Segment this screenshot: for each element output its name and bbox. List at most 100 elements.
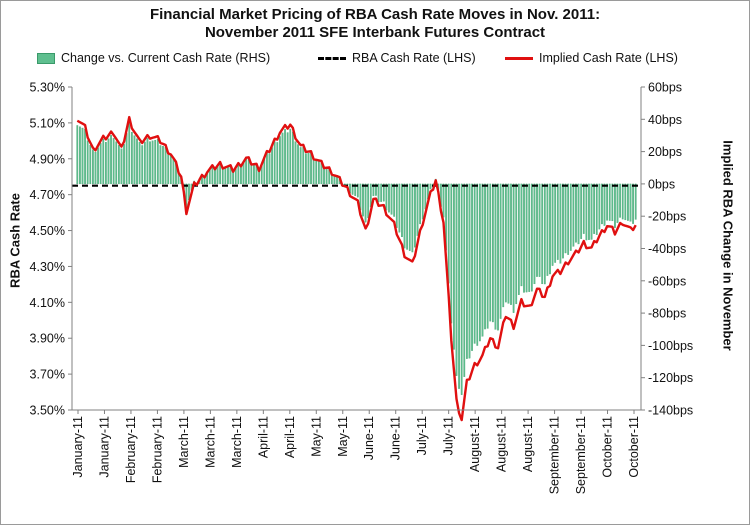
legend-label-implied: Implied Cash Rate (LHS) — [539, 51, 678, 65]
bar — [499, 183, 502, 319]
bar — [504, 183, 507, 303]
bar — [240, 166, 242, 185]
bar — [585, 183, 588, 241]
bar — [382, 183, 385, 202]
left-axis-ticks: 3.50% 3.70% 3.90% 4.10% 4.30% 4.50% 4.70% 4.90%… — [30, 81, 72, 418]
bar — [112, 138, 115, 185]
bar — [105, 142, 107, 185]
bar — [133, 135, 136, 185]
bar — [99, 143, 102, 185]
bar — [564, 183, 567, 254]
bar — [92, 149, 94, 185]
left-tick-label: 3.90% — [30, 332, 65, 346]
right-tick-label: -120bps — [648, 371, 693, 385]
bar — [97, 147, 99, 185]
chart-legend: Change vs. Current Cash Rate (RHS) RBA C… — [0, 51, 750, 69]
left-tick-label: 3.70% — [30, 368, 65, 382]
bar — [224, 167, 227, 185]
bar — [102, 138, 105, 185]
bar — [595, 183, 598, 235]
bar — [315, 160, 318, 185]
bar — [294, 141, 297, 185]
x-tick-label: April-11 — [283, 416, 297, 458]
legend-swatch-dashed — [318, 56, 346, 60]
bar — [356, 183, 359, 198]
bar — [284, 129, 286, 185]
bar — [533, 183, 536, 285]
bar — [325, 167, 328, 185]
bar — [616, 183, 619, 223]
right-tick-label: -100bps — [648, 339, 693, 353]
bar — [632, 183, 634, 224]
bar — [577, 183, 580, 245]
legend-swatch-line — [505, 56, 533, 60]
bar — [94, 151, 97, 185]
bar — [424, 183, 427, 210]
bar — [463, 183, 466, 377]
bar — [273, 141, 276, 185]
bar — [408, 183, 411, 251]
bar — [455, 183, 458, 376]
bar — [624, 183, 627, 221]
bar — [419, 183, 422, 225]
bar — [388, 183, 390, 213]
bar — [263, 158, 266, 185]
bar — [304, 153, 307, 185]
bar — [141, 145, 144, 185]
right-tick-label: 20bps — [648, 145, 682, 159]
bar — [546, 183, 549, 276]
bar — [447, 183, 450, 284]
bar — [569, 183, 572, 251]
bar — [580, 183, 583, 239]
bar — [582, 183, 585, 234]
bar — [167, 154, 170, 185]
bar — [520, 183, 523, 287]
bar — [289, 128, 292, 185]
legend-swatch-bar — [37, 52, 55, 64]
bar — [466, 183, 468, 359]
x-tick-label: May-11 — [336, 416, 350, 457]
bar — [395, 183, 398, 228]
x-tick-label: April-11 — [256, 416, 270, 458]
left-tick-label: 4.10% — [30, 296, 65, 310]
bar — [253, 164, 255, 185]
bar — [266, 152, 268, 185]
bar — [268, 153, 271, 185]
bar — [245, 158, 247, 185]
bar — [507, 183, 510, 304]
bar — [164, 147, 167, 185]
bar — [214, 168, 216, 185]
bar — [453, 183, 455, 350]
bar — [411, 183, 414, 253]
bar — [414, 183, 416, 248]
bar — [271, 147, 273, 185]
bar — [123, 144, 125, 185]
bar — [250, 164, 253, 185]
bar — [627, 183, 629, 221]
bar — [154, 139, 157, 185]
bar — [156, 139, 159, 185]
bar — [232, 171, 234, 185]
bar — [515, 183, 518, 305]
bar — [538, 183, 541, 277]
chart-title: Financial Market Pricing of RBA Cash Rat… — [0, 6, 750, 42]
bar — [401, 183, 403, 238]
bar — [237, 163, 240, 185]
bar — [364, 183, 367, 223]
bar — [216, 165, 219, 185]
bar — [149, 141, 151, 185]
bar — [281, 132, 284, 185]
bar — [377, 183, 380, 203]
bar — [494, 183, 497, 330]
left-tick-label: 4.70% — [30, 188, 65, 202]
bar — [125, 133, 128, 185]
x-tick-label: September-11 — [574, 416, 588, 494]
bar — [169, 155, 172, 185]
bar — [146, 138, 149, 185]
bar — [575, 183, 577, 243]
x-tick-label: September-11 — [548, 416, 562, 494]
bar — [471, 183, 473, 351]
bar — [590, 183, 593, 240]
bar — [476, 183, 479, 346]
